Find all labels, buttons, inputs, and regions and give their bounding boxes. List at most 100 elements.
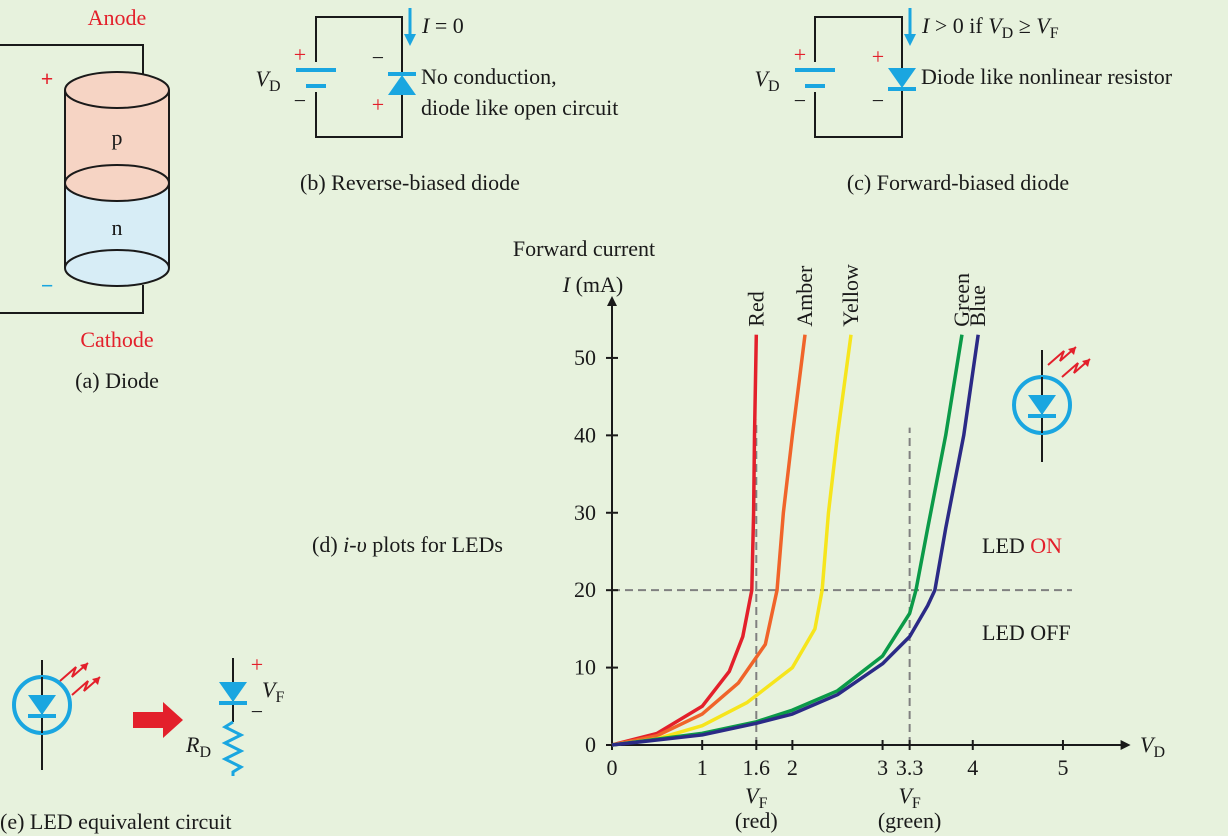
plus-sign: + — [294, 42, 306, 67]
series-line — [611, 334, 759, 747]
diagram-e: + VF − RD (e) LED equivalent circuit — [0, 652, 284, 834]
y-axis-unit: I (mA) — [562, 272, 623, 297]
series-label: Amber — [792, 265, 817, 327]
source-label: VD — [754, 66, 779, 95]
x-axis-arrow — [1120, 740, 1131, 750]
series-label: Red — [743, 291, 768, 326]
x-tick-label: 4 — [967, 755, 978, 780]
minus-sign: − — [872, 88, 884, 113]
region-off: LED OFF — [982, 620, 1071, 645]
light-ray — [59, 662, 89, 682]
chart-caption: (d) i-υ plots for LEDs — [312, 532, 503, 557]
vf-note: (green) — [878, 808, 942, 833]
minus-sign: − — [251, 699, 263, 724]
symbol: i — [343, 532, 349, 557]
arrow-head — [904, 34, 916, 46]
wire — [814, 16, 903, 68]
symbol: I — [421, 13, 431, 38]
text: LED — [982, 533, 1030, 558]
plus-sign: + — [872, 44, 884, 69]
symbol: V — [255, 66, 271, 91]
caption: (b) Reverse-biased diode — [300, 170, 520, 195]
vf-note: (red) — [735, 808, 778, 833]
current-label: I = 0 — [421, 13, 464, 38]
p-label: p — [112, 125, 123, 150]
caption: (c) Forward-biased diode — [847, 170, 1069, 195]
plus-sign: + — [372, 92, 384, 117]
subscript: D — [768, 78, 780, 95]
series-line — [611, 334, 853, 747]
x-axis-title: VD — [1140, 732, 1165, 761]
top-ellipse — [64, 71, 170, 109]
region-on: LED ON — [982, 533, 1062, 558]
text: - — [349, 532, 356, 557]
subscript: F — [912, 795, 921, 812]
x-tick-label: 5 — [1057, 755, 1068, 780]
y-axis-title: Forward current — [513, 236, 655, 261]
text: (d) — [312, 532, 343, 557]
symbol: V — [754, 66, 770, 91]
text: = 0 — [429, 13, 463, 38]
y-tick-label: 50 — [574, 345, 596, 370]
wire — [315, 16, 403, 73]
x-tick-label: 3.3 — [896, 755, 924, 780]
note: No conduction, — [421, 64, 557, 89]
x-tick-label: 1.6 — [743, 755, 771, 780]
subscript: F — [1050, 25, 1059, 42]
y-tick-label: 0 — [585, 732, 596, 757]
arrow-head — [404, 34, 416, 46]
text: ON — [1030, 533, 1062, 558]
y-tick-label: 20 — [574, 577, 596, 602]
diagram-b: + VD − − + I = 0 No conduction, diode li… — [255, 8, 618, 195]
ray-head — [92, 677, 100, 685]
diagram-c: + VD − + − I > 0 if VD ≥ VF Diode like n… — [754, 8, 1173, 195]
series-label: Blue — [965, 285, 990, 327]
series-label: Yellow — [838, 264, 863, 327]
subscript: D — [199, 744, 211, 761]
light-ray — [71, 676, 101, 696]
resistor — [221, 720, 245, 776]
diode-a: Anode + p n − Cathode (a) Diode — [0, 5, 170, 393]
series-label: Green — [949, 273, 974, 327]
cylinder-outline — [64, 90, 170, 287]
subscript: F — [759, 795, 768, 812]
minus-sign: − — [372, 45, 384, 70]
wire — [814, 90, 903, 138]
symbol: V — [1036, 13, 1052, 38]
minus-sign: − — [294, 88, 306, 113]
ray-head — [80, 663, 88, 671]
symbol: R — [185, 732, 200, 757]
source-label: VD — [255, 66, 280, 95]
note: Diode like nonlinear resistor — [921, 64, 1173, 89]
anode-label: Anode — [88, 5, 147, 30]
text: plots for LEDs — [367, 532, 503, 557]
p-region — [65, 90, 169, 201]
subscript: F — [275, 689, 284, 706]
minus-sign: − — [794, 88, 806, 113]
y-tick-label: 10 — [574, 655, 596, 680]
ray-head — [1068, 347, 1076, 355]
resistor-label: RD — [185, 732, 211, 761]
ray-head — [1082, 359, 1090, 367]
caption: (a) Diode — [75, 368, 159, 393]
led-icon — [1012, 346, 1091, 462]
cathode-label: Cathode — [80, 327, 153, 352]
current-label: I > 0 if VD ≥ VF — [921, 13, 1059, 42]
plus-sign: + — [794, 42, 806, 67]
y-tick-label: 40 — [574, 422, 596, 447]
text: (mA) — [570, 272, 623, 297]
led-icon — [12, 660, 101, 770]
light-ray — [1047, 346, 1077, 366]
symbol: V — [745, 783, 761, 808]
cathode-lead — [0, 285, 144, 314]
diode-triangle — [388, 75, 416, 95]
vf-label: VF — [898, 783, 920, 812]
caption: (e) LED equivalent circuit — [0, 809, 232, 834]
y-tick-label: 30 — [574, 500, 596, 525]
subscript: D — [269, 78, 281, 95]
plus-sign: + — [251, 652, 263, 677]
y-axis-arrow — [607, 296, 617, 306]
